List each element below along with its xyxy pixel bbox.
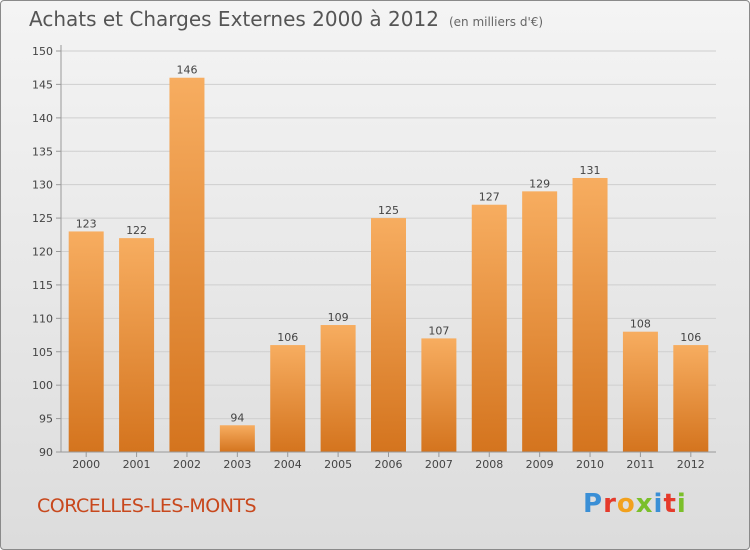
logo-letter: i xyxy=(676,489,687,519)
y-tick-label: 90 xyxy=(39,446,53,459)
logo-letter: x xyxy=(635,489,654,519)
chart-title: Achats et Charges Externes 2000 à 2012 (e… xyxy=(29,7,543,31)
bar-2011 xyxy=(622,331,658,452)
bar-value-label: 146 xyxy=(176,64,197,77)
bar-2002 xyxy=(169,77,205,452)
logo-letter: t xyxy=(663,489,677,519)
bar-value-label: 106 xyxy=(680,331,701,344)
x-tick-label: 2012 xyxy=(677,458,705,471)
x-tick-label: 2007 xyxy=(425,458,453,471)
bar-2005 xyxy=(320,325,356,452)
logo-letter: o xyxy=(616,489,636,519)
x-tick-label: 2010 xyxy=(576,458,604,471)
proxiti-logo[interactable]: Proxiti xyxy=(583,489,687,519)
y-tick-label: 130 xyxy=(32,179,53,192)
y-tick-label: 125 xyxy=(32,212,53,225)
bar-2003 xyxy=(219,425,255,452)
x-tick-label: 2005 xyxy=(324,458,352,471)
bar-value-label: 122 xyxy=(126,224,147,237)
chart-title-text: Achats et Charges Externes 2000 à 2012 xyxy=(29,7,439,31)
bar-value-label: 127 xyxy=(479,191,500,204)
y-tick-label: 145 xyxy=(32,78,53,91)
bar-value-label: 106 xyxy=(277,331,298,344)
y-tick-label: 150 xyxy=(32,45,53,58)
bar-value-label: 125 xyxy=(378,204,399,217)
y-tick-label: 135 xyxy=(32,145,53,158)
x-tick-label: 2000 xyxy=(72,458,100,471)
logo-letter: r xyxy=(603,489,617,519)
x-tick-label: 2011 xyxy=(626,458,654,471)
chart-subtitle: (en milliers d'€) xyxy=(448,15,544,29)
commune-name: CORCELLES-LES-MONTS xyxy=(37,495,257,517)
bar-value-label: 131 xyxy=(580,164,601,177)
logo-letter: i xyxy=(653,489,664,519)
y-tick-label: 115 xyxy=(32,279,53,292)
bar-2000 xyxy=(68,231,104,452)
y-tick-label: 110 xyxy=(32,312,53,325)
bar-2010 xyxy=(572,177,608,452)
bar-2006 xyxy=(371,218,406,452)
x-tick-label: 2006 xyxy=(375,458,403,471)
bar-value-label: 108 xyxy=(630,318,651,331)
y-tick-label: 120 xyxy=(32,246,53,259)
bar-value-label: 109 xyxy=(328,311,349,324)
x-tick-label: 2002 xyxy=(173,458,201,471)
y-tick-label: 105 xyxy=(32,346,53,359)
x-tick-label: 2003 xyxy=(223,458,251,471)
x-tick-label: 2004 xyxy=(274,458,302,471)
bar-value-label: 94 xyxy=(230,411,244,424)
bars: 123 122 146 94 106 109 125 107 127 129 131 108 106 xyxy=(68,64,709,452)
y-tick-label: 140 xyxy=(32,112,53,125)
bar-2001 xyxy=(119,238,155,452)
bar-value-label: 129 xyxy=(529,177,550,190)
x-tick-label: 2001 xyxy=(123,458,151,471)
bar-2004 xyxy=(270,345,306,452)
bar-2007 xyxy=(421,338,457,452)
bar-2009 xyxy=(522,191,558,452)
x-tick-label: 2009 xyxy=(526,458,554,471)
bar-2012 xyxy=(673,345,709,452)
axes: 90 95 100 105 110 115 120 125 130 135 140 145 150 200… xyxy=(32,45,716,471)
bar-value-label: 123 xyxy=(76,217,97,230)
y-tick-label: 100 xyxy=(32,379,53,392)
bar-value-label: 107 xyxy=(428,324,449,337)
y-tick-label: 95 xyxy=(39,413,53,426)
logo-letter: P xyxy=(583,489,604,519)
x-tick-label: 2008 xyxy=(475,458,503,471)
bar-2008 xyxy=(471,204,507,452)
